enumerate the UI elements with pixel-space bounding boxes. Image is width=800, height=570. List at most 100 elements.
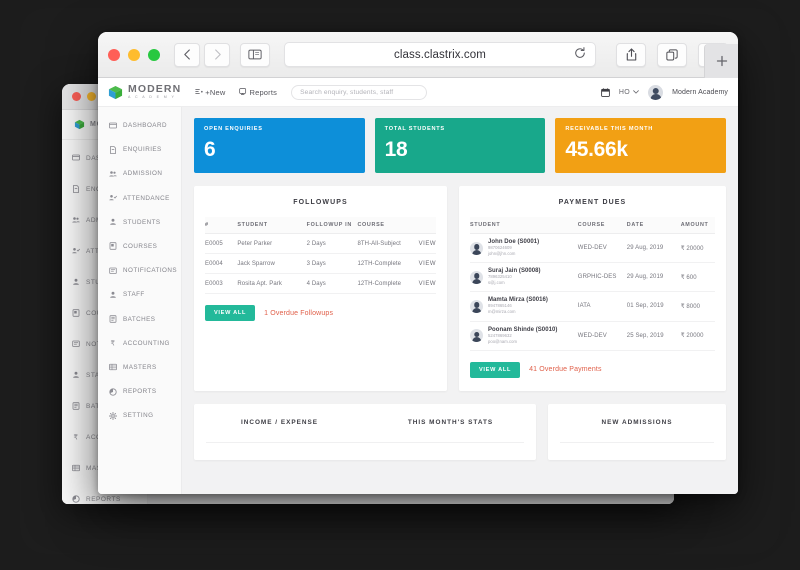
forward-button[interactable] <box>204 42 230 67</box>
followups-view-all-button[interactable]: VIEW ALL <box>205 305 256 321</box>
payment-dues-row[interactable]: Suraj Jain (S0008) 7896325410 s@j.com GRPHI… <box>470 262 715 293</box>
background-sidebar-item-reports[interactable]: REPORTS <box>62 487 147 504</box>
minimize-window-button[interactable] <box>128 48 140 61</box>
sidebar-item-reports[interactable]: REPORTS <box>98 381 181 402</box>
toolbar-buttons[interactable] <box>610 42 728 67</box>
branch-selector[interactable]: HO <box>619 89 639 96</box>
new-admissions-panel: NEW ADMISSIONS <box>548 403 726 460</box>
back-button[interactable] <box>174 42 200 67</box>
address-bar[interactable]: class.clastrix.com <box>284 42 596 67</box>
notifications-icon <box>72 340 80 347</box>
traffic-lights[interactable] <box>108 48 160 61</box>
admission-icon <box>109 170 117 178</box>
followup-view-link[interactable]: VIEW <box>417 253 436 274</box>
followups-row[interactable]: E0004 Jack Sparrow 3 Days 12TH-Complete VIEW <box>205 253 436 274</box>
enquiries-icon <box>109 145 117 154</box>
reports-link[interactable]: Reports <box>239 88 277 97</box>
payment-course: GRPHIC-DES <box>577 262 627 293</box>
svg-text:₹: ₹ <box>111 340 116 348</box>
sidebar-toggle-button[interactable] <box>240 42 270 67</box>
followups-column-header: FOLLOWUP IN <box>306 217 358 234</box>
avatar[interactable] <box>648 84 664 100</box>
payment-dues-overdue-text[interactable]: 41 Overdue Payments <box>529 366 602 374</box>
bg-close-button[interactable] <box>72 92 81 101</box>
payment-dues-row[interactable]: Mamta Mirza (S0016) 8947865146 m@mirza.com… <box>470 291 715 322</box>
batches-icon <box>109 315 117 323</box>
sidebar-item-courses[interactable]: COURSES <box>98 236 181 257</box>
sidebar-item-students[interactable]: STUDENTS <box>98 212 181 233</box>
sidebar-item-label: STAFF <box>123 291 145 299</box>
panels-row: FOLLOWUPS # STUDENT FOLLOWUP IN COURSE E000… <box>194 186 726 391</box>
sidebar-item-label: ENQUIRIES <box>123 146 162 154</box>
student-avatar-icon <box>470 270 483 284</box>
payment-dues-column-header: STUDENT <box>470 217 578 234</box>
sidebar[interactable]: DASHBOARD ENQUIRIES ADMISSION ATTENDANCE STU… <box>98 107 182 494</box>
students-icon <box>73 278 79 285</box>
sidebar-item-enquiries[interactable]: ENQUIRIES <box>98 139 181 160</box>
sidebar-item-batches[interactable]: BATCHES <box>98 309 181 330</box>
payment-student-cell: Poonam Shinde (S0010) 5247869632 poo@nam.c… <box>470 321 578 351</box>
search-input[interactable]: Search enquiry, students, staff <box>291 84 428 100</box>
payment-dues-table-wrap: STUDENT COURSE DATE AMOUNT John Doe (S0001)… <box>459 217 726 351</box>
followups-header-row: # STUDENT FOLLOWUP IN COURSE <box>205 217 436 234</box>
payment-dues-table: STUDENT COURSE DATE AMOUNT John Doe (S0001)… <box>470 217 715 351</box>
stat-card-total-students[interactable]: TOTAL STUDENTS 18 <box>374 118 546 173</box>
sidebar-item-admission[interactable]: ADMISSION <box>98 163 181 184</box>
tab-overview-button[interactable] <box>657 42 687 67</box>
followup-in: 2 Days <box>306 233 358 254</box>
sidebar-item-notifications[interactable]: NOTIFICATIONS <box>98 260 181 281</box>
courses-icon <box>109 242 117 251</box>
payment-dues-title: PAYMENT DUES <box>558 199 627 206</box>
student-cell-inner: Mamta Mirza (S0016) 8947865146 m@mirza.com <box>470 297 578 315</box>
share-button[interactable] <box>616 42 646 67</box>
sidebar-toggle-icon <box>248 49 262 60</box>
followups-column-header: COURSE <box>357 217 418 234</box>
new-tab-button[interactable] <box>704 44 738 78</box>
followups-panel: FOLLOWUPS # STUDENT FOLLOWUP IN COURSE E000… <box>194 186 447 391</box>
followups-overdue-text[interactable]: 1 Overdue Followups <box>264 309 334 317</box>
background-sidebar-item-staff[interactable]: STAFF <box>62 363 147 388</box>
reload-button[interactable] <box>574 46 586 64</box>
batches-icon <box>72 401 80 412</box>
student-email: john@jhn.com <box>488 251 516 257</box>
followups-row[interactable]: E0005 Peter Parker 2 Days 8TH-All-Subject VI… <box>205 233 436 254</box>
payment-date: 29 Aug, 2019 <box>626 233 681 264</box>
sidebar-item-setting[interactable]: SETTING <box>98 405 181 426</box>
stat-card-receivable-this-month[interactable]: RECEIVABLE THIS MONTH 45.66k <box>555 118 727 173</box>
browser-window[interactable]: class.clastrix.com <box>98 32 738 494</box>
navigation-buttons[interactable] <box>174 42 270 67</box>
close-window-button[interactable] <box>108 48 120 61</box>
masters-icon <box>72 464 80 471</box>
followup-view-link[interactable]: VIEW <box>417 233 436 254</box>
sidebar-item-attendance[interactable]: ATTENDANCE <box>98 188 181 209</box>
maximize-window-button[interactable] <box>148 48 160 61</box>
student-name: Suraj Jain (S0008) <box>488 268 541 275</box>
copy-tabs-icon <box>666 48 678 60</box>
followup-student: Peter Parker <box>237 233 307 254</box>
bottom-right-divider <box>560 441 714 443</box>
sidebar-item-label: STUDENTS <box>123 218 161 226</box>
brand-logo[interactable]: MODERN A C A D E M Y <box>108 84 181 100</box>
payment-dues-row[interactable]: John Doe (S0001) 9870624609 john@jhn.com WE… <box>470 233 715 264</box>
reload-icon <box>575 46 585 58</box>
payment-dues-view-all-button[interactable]: VIEW ALL <box>470 361 521 378</box>
payment-dues-row[interactable]: Poonam Shinde (S0010) 5247869632 poo@nam.c… <box>470 321 715 351</box>
stat-value: 6 <box>204 138 216 161</box>
enquiries-icon <box>72 184 80 195</box>
followup-view-link[interactable]: VIEW <box>417 273 436 294</box>
sidebar-item-staff[interactable]: STAFF <box>98 284 181 305</box>
reports-pie-icon <box>72 494 80 505</box>
new-link[interactable]: +New <box>195 88 225 97</box>
followups-column-header: STUDENT <box>237 217 307 234</box>
share-icon <box>626 48 636 61</box>
stat-card-open-enquiries[interactable]: OPEN ENQUIRIES 6 <box>194 118 365 173</box>
sidebar-item-accounting[interactable]: ₹ ACCOUNTING <box>98 333 181 354</box>
followups-row[interactable]: E0003 Rosita Apt. Park 4 Days 12TH-Complete… <box>205 273 436 294</box>
sidebar-item-dashboard[interactable]: DASHBOARD <box>98 115 181 136</box>
payment-date: 29 Aug, 2019 <box>626 262 681 293</box>
sidebar-item-masters[interactable]: MASTERS <box>98 357 181 378</box>
attendance-icon <box>109 195 117 201</box>
calendar-icon[interactable] <box>600 87 610 97</box>
bg-minimize-button[interactable] <box>87 92 96 101</box>
